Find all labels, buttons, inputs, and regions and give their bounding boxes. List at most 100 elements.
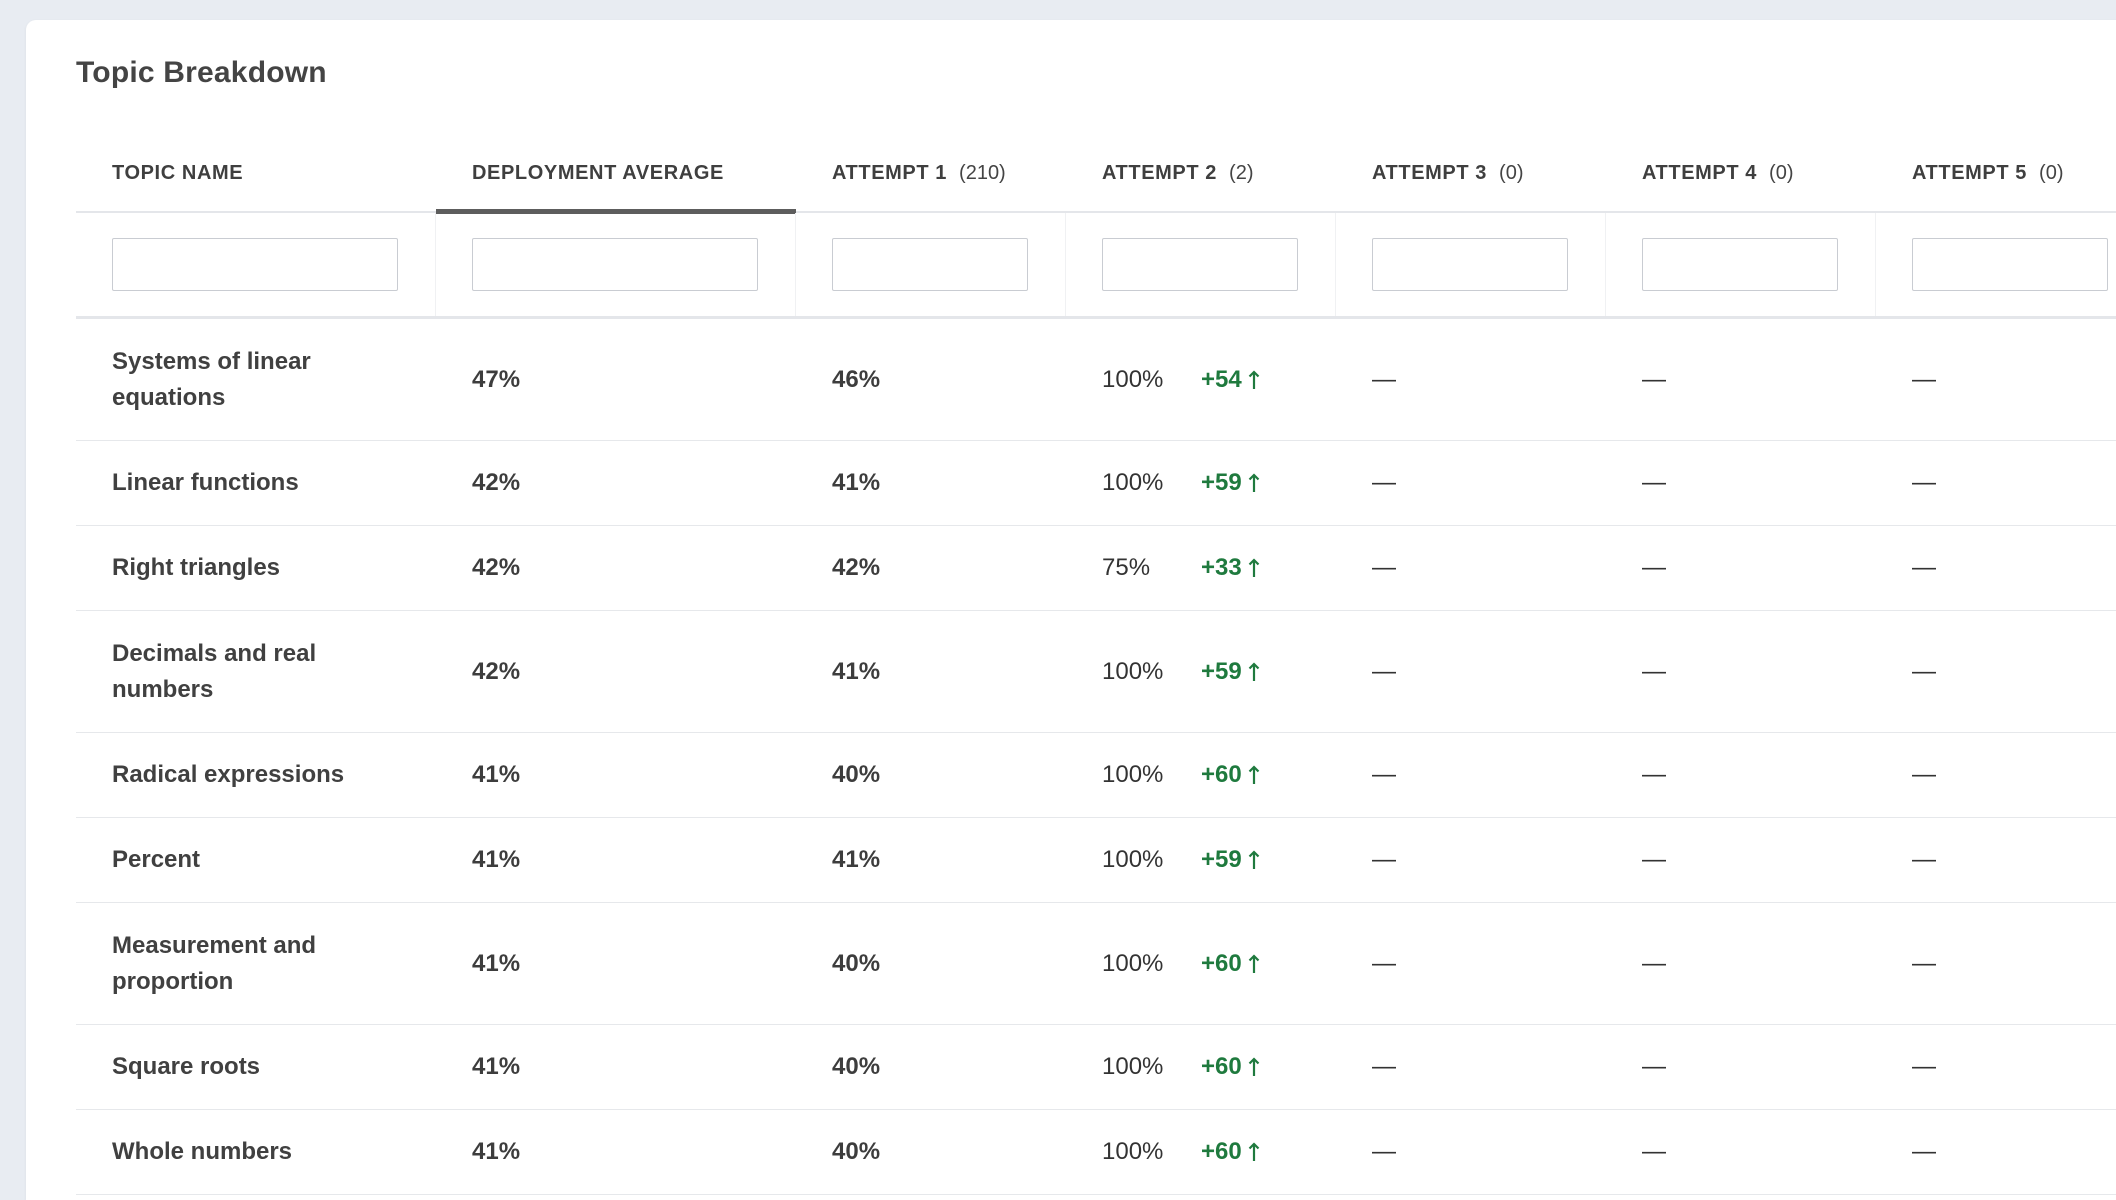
attempt-3-cell: — [1336, 818, 1606, 902]
deployment-average-cell: 42% [436, 441, 796, 525]
attempt-5-value: — [1912, 761, 1936, 788]
attempt-4-cell: — [1606, 611, 1876, 732]
table-row[interactable]: Systems of linear equations 47% 46% 100%… [76, 319, 2116, 441]
attempt-3-value: — [1372, 846, 1396, 873]
delta-badge: +60 [1201, 1138, 1260, 1166]
attempt-2-value: 100% [1102, 1138, 1164, 1165]
attempt-1-value: 46% [832, 365, 881, 393]
table-row[interactable]: Linear functions 42% 41% 100% +59 — — — [76, 441, 2116, 526]
topic-name: Percent [112, 846, 201, 873]
attempt-4-value: — [1642, 365, 1666, 393]
table-row[interactable]: Right triangles 42% 42% 75% +33 — — — [76, 526, 2116, 611]
attempt-4-value: — [1642, 1053, 1666, 1080]
attempt-5-cell: — [1876, 441, 2116, 525]
attempt-2-wrap: 75% +33 [1102, 554, 1260, 582]
deployment-average-cell: 41% [436, 733, 796, 817]
attempt-1-value: 42% [832, 554, 881, 581]
column-header-label: ATTEMPT 5 [1912, 161, 2028, 184]
attempt-2-wrap: 100% +60 [1102, 761, 1260, 789]
deployment-average-cell: 41% [436, 1110, 796, 1194]
delta-value: +59 [1201, 846, 1242, 873]
column-header-label: ATTEMPT 3 [1372, 161, 1488, 184]
attempt-1-cell: 40% [796, 903, 1066, 1024]
deployment-average-value: 41% [472, 1053, 521, 1080]
column-header-attempt-4[interactable]: ATTEMPT 4 (0) [1606, 135, 1876, 211]
arrow-up-icon [1248, 558, 1259, 577]
topic-name-cell: Percent [76, 818, 436, 902]
topic-name-cell: Decimals and real numbers [76, 611, 436, 732]
attempt-4-value: — [1642, 1138, 1666, 1165]
topic-name: Whole numbers [112, 1138, 293, 1165]
filter-cell [1876, 213, 2116, 316]
column-header-deployment-average[interactable]: DEPLOYMENT AVERAGE [436, 135, 796, 214]
attempt-1-value: 40% [832, 761, 881, 788]
attempt-5-value: — [1912, 846, 1936, 873]
delta-value: +60 [1201, 949, 1242, 977]
table-header-row: TOPIC NAME DEPLOYMENT AVERAGE ATTEMPT 1 (… [76, 135, 2116, 214]
filter-input-attempt-5[interactable] [1912, 238, 2108, 291]
delta-value: +59 [1201, 657, 1242, 685]
table-row[interactable]: Percent 41% 41% 100% +59 — — — [76, 818, 2116, 903]
attempt-1-value: 41% [832, 657, 881, 685]
attempt-5-value: — [1912, 657, 1936, 685]
table-body: Systems of linear equations 47% 46% 100%… [76, 319, 2116, 1195]
filter-input-deployment-average[interactable] [472, 238, 758, 291]
filter-input-attempt-1[interactable] [832, 238, 1028, 291]
filter-input-attempt-4[interactable] [1642, 238, 1838, 291]
column-header-topic-name[interactable]: TOPIC NAME [76, 135, 436, 211]
table-row[interactable]: Square roots 41% 40% 100% +60 — — — [76, 1025, 2116, 1110]
table-row[interactable]: Radical expressions 41% 40% 100% +60 — —… [76, 733, 2116, 818]
attempt-2-cell: 100% +60 [1066, 1110, 1336, 1194]
column-header-attempt-5[interactable]: ATTEMPT 5 (0) [1876, 135, 2116, 211]
attempt-5-cell: — [1876, 1110, 2116, 1194]
column-header-attempt-2[interactable]: ATTEMPT 2 (2) [1066, 135, 1336, 211]
column-header-count: (0) [2039, 161, 2064, 184]
attempt-3-value: — [1372, 657, 1396, 685]
attempt-4-cell: — [1606, 1025, 1876, 1109]
attempt-2-value: 100% [1102, 657, 1164, 685]
attempt-1-value: 40% [832, 1138, 881, 1165]
attempt-2-value: 100% [1102, 469, 1164, 496]
attempt-4-cell: — [1606, 903, 1876, 1024]
attempt-2-wrap: 100% +59 [1102, 846, 1260, 874]
column-header-count: (2) [1229, 161, 1254, 184]
filter-input-attempt-2[interactable] [1102, 238, 1298, 291]
attempt-5-cell: — [1876, 526, 2116, 610]
attempt-5-cell: — [1876, 903, 2116, 1024]
deployment-average-cell: 41% [436, 903, 796, 1024]
attempt-2-cell: 100% +59 [1066, 611, 1336, 732]
column-header-attempt-3[interactable]: ATTEMPT 3 (0) [1336, 135, 1606, 211]
column-header-attempt-1[interactable]: ATTEMPT 1 (210) [796, 135, 1066, 211]
attempt-4-cell: — [1606, 441, 1876, 525]
attempt-5-cell: — [1876, 319, 2116, 440]
attempt-4-value: — [1642, 761, 1666, 788]
attempt-2-value: 100% [1102, 761, 1164, 788]
column-header-count: (0) [1769, 161, 1794, 184]
column-header-label: ATTEMPT 4 [1642, 161, 1758, 184]
attempt-4-value: — [1642, 554, 1666, 581]
filter-input-topic-name[interactable] [112, 238, 398, 291]
arrow-up-icon [1248, 953, 1259, 973]
attempt-3-value: — [1372, 554, 1396, 581]
attempt-1-value: 41% [832, 469, 881, 496]
attempt-2-cell: 100% +60 [1066, 733, 1336, 817]
table-row[interactable]: Whole numbers 41% 40% 100% +60 — — — [76, 1110, 2116, 1195]
delta-badge: +60 [1201, 950, 1260, 978]
attempt-1-value: 40% [832, 949, 881, 977]
table-row[interactable]: Measurement and proportion 41% 40% 100% … [76, 903, 2116, 1025]
arrow-up-icon [1248, 1142, 1259, 1161]
column-header-count: (210) [959, 161, 1006, 184]
filter-input-attempt-3[interactable] [1372, 238, 1568, 291]
topic-name: Radical expressions [112, 761, 345, 788]
table-row[interactable]: Decimals and real numbers 42% 41% 100% +… [76, 611, 2116, 733]
topic-table: TOPIC NAME DEPLOYMENT AVERAGE ATTEMPT 1 (… [76, 135, 2116, 1195]
attempt-4-value: — [1642, 469, 1666, 496]
attempt-5-cell: — [1876, 818, 2116, 902]
attempt-2-wrap: 100% +59 [1102, 469, 1260, 497]
column-header-label: TOPIC NAME [112, 161, 244, 184]
attempt-1-value: 41% [832, 846, 881, 873]
attempt-2-cell: 75% +33 [1066, 526, 1336, 610]
attempt-3-cell: — [1336, 441, 1606, 525]
topic-name: Decimals and real numbers [112, 639, 317, 703]
delta-value: +60 [1201, 1138, 1242, 1165]
